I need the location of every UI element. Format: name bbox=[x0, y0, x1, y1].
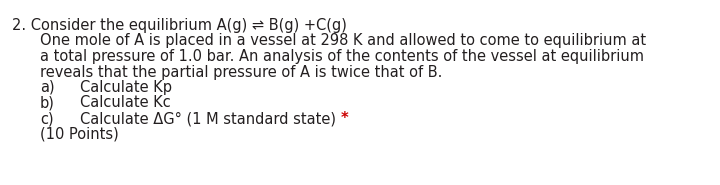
Text: *: * bbox=[341, 111, 348, 126]
Text: Calculate Kp: Calculate Kp bbox=[80, 80, 172, 95]
Text: 2. Consider the equilibrium A(g) ⇌ B(g) +C(g): 2. Consider the equilibrium A(g) ⇌ B(g) … bbox=[12, 18, 347, 33]
Text: Calculate Kc: Calculate Kc bbox=[80, 95, 171, 110]
Text: Calculate ΔG° (1 M standard state): Calculate ΔG° (1 M standard state) bbox=[80, 111, 341, 126]
Text: One mole of A is placed in a vessel at 298 K and allowed to come to equilibrium : One mole of A is placed in a vessel at 2… bbox=[40, 33, 646, 48]
Text: (10 Points): (10 Points) bbox=[40, 127, 119, 142]
Text: a): a) bbox=[40, 80, 55, 95]
Text: a total pressure of 1.0 bar. An analysis of the contents of the vessel at equili: a total pressure of 1.0 bar. An analysis… bbox=[40, 49, 644, 64]
Text: b): b) bbox=[40, 95, 55, 110]
Text: reveals that the partial pressure of A is twice that of B.: reveals that the partial pressure of A i… bbox=[40, 65, 442, 80]
Text: c): c) bbox=[40, 111, 53, 126]
